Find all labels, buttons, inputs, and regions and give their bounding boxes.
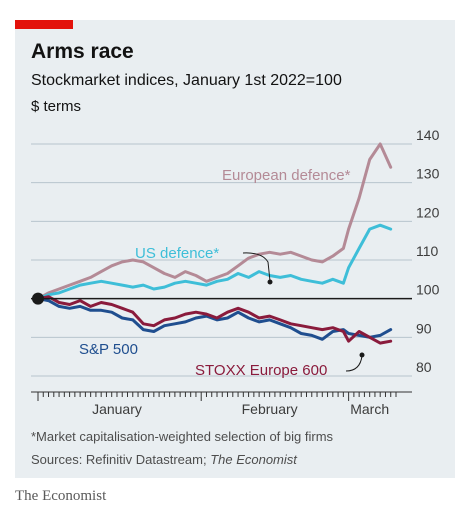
start-point-dot — [32, 292, 44, 305]
footnote: *Market capitalisation-weighted selectio… — [31, 429, 334, 444]
source-note: Sources: Refinitiv Datastream; The Econo… — [31, 452, 297, 467]
y-tick-label: 100 — [416, 282, 440, 298]
y-tick-label: 130 — [416, 166, 440, 182]
series-label-0: European defence* — [222, 167, 351, 184]
source-prefix: Sources: Refinitiv Datastream; — [31, 452, 211, 467]
y-tick-label: 90 — [416, 320, 432, 336]
source-publication: The Economist — [210, 452, 297, 467]
us-defence-marker — [267, 279, 273, 285]
series-line-3 — [36, 295, 393, 345]
y-tick-labels: 80 90 100 110 120 130 140 — [416, 127, 440, 375]
chart-title: Arms race — [31, 40, 134, 63]
x-tick-label: January — [92, 401, 142, 417]
us-defence-leader — [242, 252, 271, 282]
grid-lines — [31, 143, 412, 377]
series-line-0 — [36, 142, 393, 301]
series-lines — [31, 142, 412, 345]
x-tick-label: February — [242, 401, 298, 417]
series-labels: European defence* US defence* S&P 500 STOXX… — [79, 167, 365, 379]
y-tick-label: 80 — [416, 359, 432, 375]
y-tick-label: 110 — [416, 243, 439, 259]
series-label-2: S&P 500 — [79, 341, 138, 358]
chart-subtitle: Stockmarket indices, January 1st 2022=10… — [31, 72, 342, 89]
stoxx-marker — [359, 352, 365, 358]
stoxx-leader — [345, 355, 363, 372]
series-label-1: US defence* — [135, 245, 219, 262]
brand-red-tag — [15, 20, 73, 29]
x-axis: January February March — [31, 391, 412, 417]
y-tick-label: 140 — [416, 127, 440, 143]
y-tick-label: 120 — [416, 204, 440, 220]
series-line-1 — [36, 223, 393, 301]
chart-card — [15, 20, 455, 478]
series-line-2 — [36, 297, 393, 341]
series-label-3: STOXX Europe 600 — [195, 362, 327, 379]
publisher-brand: The Economist — [15, 488, 107, 504]
x-tick-label: March — [350, 401, 389, 417]
chart-units: $ terms — [31, 98, 82, 115]
